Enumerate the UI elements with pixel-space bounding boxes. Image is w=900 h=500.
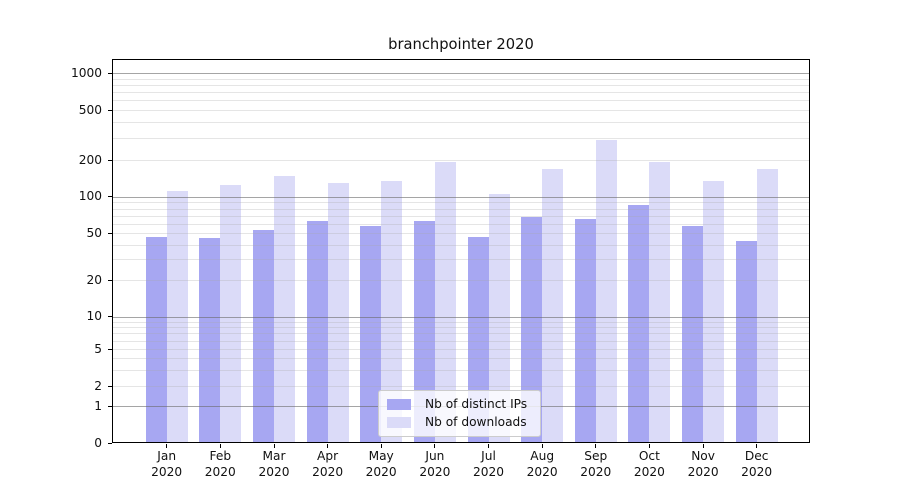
downloads-bar-feb [220,185,242,443]
y-tick-label: 2 [94,378,102,393]
y-tick-label: 5 [94,341,102,356]
legend-item-downloads: Nb of downloads [387,413,531,431]
minor-gridline [112,110,810,111]
downloads-bar-oct [649,162,671,443]
y-tick-label: 50 [86,225,102,240]
y-tick-mark [108,232,112,234]
x-tick-label: Mar 2020 [258,449,290,479]
x-tick-label: Sep 2020 [580,449,612,479]
downloads-bar-may [381,180,403,443]
y-tick-label: 500 [78,102,102,117]
y-tick-mark [108,348,112,350]
downloads-swatch-icon [387,416,411,428]
y-tick-mark [108,405,112,407]
downloads-bar-jun [434,162,456,443]
downloads-bar-sep [595,140,617,443]
x-tick-mark [595,444,597,448]
y-tick-mark [108,159,112,161]
minor-gridline [112,92,810,94]
downloads-bar-apr [327,182,349,443]
downloads-bar-jan [166,190,188,443]
y-tick-mark [108,279,112,281]
plot-area: Nb of distinct IPs Nb of downloads [112,59,810,443]
x-tick-label: Apr 2020 [312,449,344,479]
x-tick-label: Jan 2020 [151,449,183,479]
x-tick-mark [166,444,168,448]
y-tick-label: 200 [78,152,102,167]
y-tick-mark [108,109,112,111]
distinct-ips-bar-mar [252,230,274,443]
distinct-ips-bar-dec [735,241,757,443]
y-tick-label: 0 [94,435,102,450]
y-tick-label: 1 [94,398,102,413]
legend-label: Nb of downloads [425,415,527,429]
y-tick-label: 100 [78,189,102,204]
x-tick-mark [219,444,221,448]
downloads-bar-mar [273,175,295,443]
minor-gridline [112,100,810,102]
x-tick-label: Aug 2020 [526,449,558,479]
distinct-ips-swatch-icon [387,398,411,410]
minor-gridline [112,122,810,124]
y-tick-label: 10 [86,309,102,324]
downloads-bar-dec [756,169,778,443]
legend-item-distinct-ips: Nb of distinct IPs [387,395,531,413]
downloads-bar-jul [488,193,510,443]
y-tick-mark [108,72,112,74]
distinct-ips-bar-nov [682,225,704,443]
x-tick-label: May 2020 [365,449,397,479]
x-tick-label: Oct 2020 [633,449,665,479]
downloads-bar-aug [542,168,564,443]
x-tick-mark [380,444,382,448]
downloads-bar-nov [703,181,725,443]
x-tick-mark [273,444,275,448]
x-tick-mark [327,444,329,448]
major-gridline [112,73,810,75]
y-tick-mark [108,385,112,387]
distinct-ips-bar-apr [306,221,328,443]
minor-gridline [112,160,810,161]
x-tick-mark [756,444,758,448]
y-tick-mark [108,442,112,444]
x-tick-mark [488,444,489,448]
distinct-ips-bar-oct [628,205,650,443]
distinct-ips-bar-may [360,226,382,443]
chart-title: branchpointer 2020 [388,36,534,53]
x-tick-label: Nov 2020 [687,449,719,479]
y-tick-label: 20 [86,272,102,287]
distinct-ips-bar-jan [145,236,167,443]
x-tick-mark [702,444,704,448]
distinct-ips-bar-aug [521,217,543,443]
x-tick-label: Dec 2020 [741,449,773,479]
y-tick-mark [108,316,112,318]
minor-gridline [112,78,810,80]
minor-gridline [112,85,810,87]
y-tick-mark [108,196,112,198]
distinct-ips-bar-jun [413,221,435,443]
distinct-ips-bar-sep [574,218,596,443]
x-tick-mark [648,444,650,448]
minor-gridline [112,137,810,139]
x-tick-label: Jun 2020 [419,449,451,479]
x-tick-mark [541,444,543,448]
x-tick-mark [434,444,436,448]
y-tick-label: 1000 [70,65,102,80]
distinct-ips-bar-feb [199,237,221,443]
legend-label: Nb of distinct IPs [425,397,528,411]
legend: Nb of distinct IPs Nb of downloads [378,390,542,437]
x-tick-label: Jul 2020 [472,449,505,479]
x-tick-label: Feb 2020 [204,449,236,479]
